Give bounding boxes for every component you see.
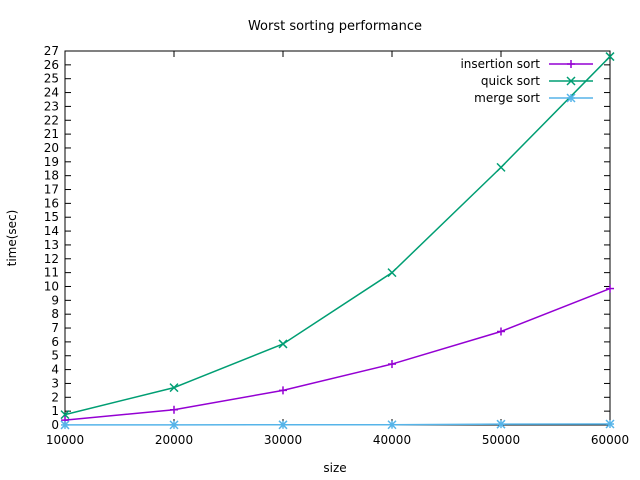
y-tick-label: 17 [44, 183, 59, 197]
series-merge-sort [60, 419, 615, 430]
y-tick-label: 11 [44, 266, 59, 280]
marker-stroke [566, 76, 576, 86]
marker-stroke [60, 420, 70, 430]
data-point [60, 420, 70, 430]
y-tick-label: 12 [44, 252, 59, 266]
series-insertion-sort [61, 284, 614, 425]
x-tick-label: 10000 [46, 433, 84, 447]
marker-stroke [496, 162, 506, 172]
y-tick-label: 13 [44, 238, 59, 252]
y-tick-label: 19 [44, 155, 59, 169]
y-tick-label: 9 [51, 293, 59, 307]
marker-stroke [387, 268, 397, 278]
data-point [387, 420, 397, 430]
marker-stroke [605, 419, 615, 429]
data-point [278, 420, 288, 430]
x-axis-title: size [323, 461, 346, 475]
y-axis-title: time(sec) [5, 210, 19, 267]
x-tick-label: 20000 [155, 433, 193, 447]
y-tick-label: 5 [51, 349, 59, 363]
y-tick-label: 24 [44, 86, 59, 100]
y-tick-label: 22 [44, 113, 59, 127]
y-tick-label: 4 [51, 363, 59, 377]
marker-stroke [387, 420, 397, 430]
data-point [605, 52, 615, 62]
legend-label: quick sort [481, 74, 540, 88]
plot-frame [64, 50, 611, 426]
series-line [64, 56, 611, 416]
y-tick-label: 26 [44, 58, 59, 72]
y-tick-label: 2 [51, 390, 59, 404]
y-tick-label: 14 [44, 224, 59, 238]
x-tick-label: 40000 [373, 433, 411, 447]
marker-stroke [605, 52, 615, 62]
legend-item: insertion sort [460, 57, 593, 71]
series-quick-sort [60, 52, 615, 420]
legend-item: quick sort [481, 74, 593, 88]
x-tick-label: 50000 [482, 433, 520, 447]
data-point [496, 419, 506, 429]
data-point [605, 419, 615, 429]
y-tick-label: 20 [44, 141, 59, 155]
x-tick-label: 30000 [264, 433, 302, 447]
y-tick-label: 25 [44, 72, 59, 86]
data-point [606, 284, 614, 293]
y-tick-label: 18 [44, 169, 59, 183]
data-point [497, 327, 505, 336]
marker-stroke [496, 419, 506, 429]
legend-label: insertion sort [460, 57, 540, 71]
legend-marker [567, 60, 575, 68]
legend-marker [566, 93, 576, 103]
data-point [278, 339, 288, 349]
data-point [388, 360, 396, 369]
y-tick-label: 27 [44, 44, 59, 58]
data-point [387, 268, 397, 278]
data-point [169, 383, 179, 393]
y-tick-label: 21 [44, 127, 59, 141]
series-line [64, 423, 611, 426]
legend-marker [566, 76, 576, 86]
legend: insertion sort quick sort merge sort [460, 57, 593, 105]
legend-label: merge sort [474, 91, 540, 105]
chart-title: Worst sorting performance [248, 19, 422, 34]
y-tick-label: 1 [51, 404, 59, 418]
series-line [64, 287, 611, 421]
y-tick-label: 7 [51, 321, 59, 335]
y-tick-label: 16 [44, 196, 59, 210]
marker-stroke [278, 420, 288, 430]
legend-item: merge sort [474, 91, 593, 105]
marker-stroke [60, 410, 70, 420]
y-tick-label: 8 [51, 307, 59, 321]
y-tick-label: 15 [44, 210, 59, 224]
x-tick-label: 60000 [591, 433, 629, 447]
y-tick-label: 6 [51, 335, 59, 349]
data-point [279, 386, 287, 395]
y-tick-label: 10 [44, 279, 59, 293]
marker-stroke [278, 339, 288, 349]
y-tick-label: 3 [51, 376, 59, 390]
data-point [170, 405, 178, 414]
y-tick-label: 23 [44, 99, 59, 113]
series-layer [60, 52, 615, 430]
marker-stroke [169, 383, 179, 393]
axis-ticks: 0123456789101112131415161718192021222324… [44, 44, 629, 447]
data-point [496, 162, 506, 172]
y-tick-label: 0 [51, 418, 59, 432]
data-point [169, 420, 179, 430]
data-point [60, 410, 70, 420]
marker-stroke [566, 93, 576, 103]
marker-stroke [169, 420, 179, 430]
